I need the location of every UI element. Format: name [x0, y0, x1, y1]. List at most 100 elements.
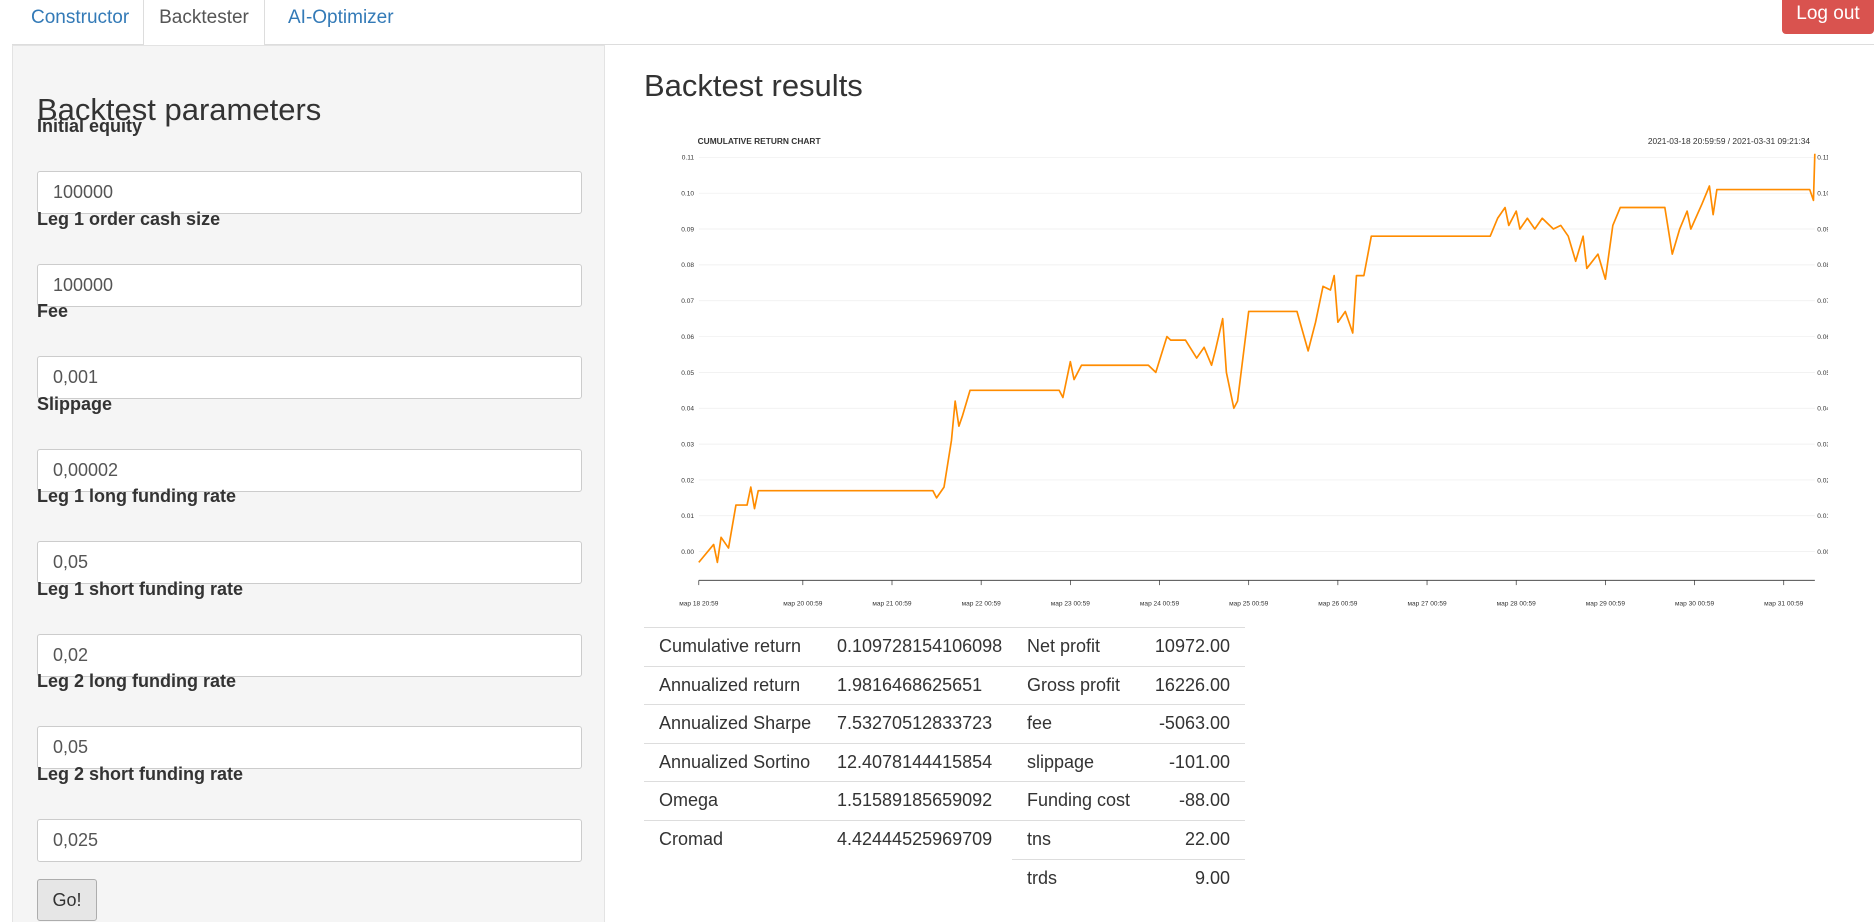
stat-value: 16226.00 [1154, 674, 1230, 695]
y-tick-label: 0.01 [681, 513, 694, 520]
y-tick-label-right: 0.08 [1817, 262, 1828, 269]
x-tick-label: мар 30 00:59 [1675, 600, 1715, 607]
stat-value: 9.00 [1194, 867, 1230, 888]
stat-value: -88.00 [1178, 790, 1230, 811]
stat-label: Cumulative return [659, 636, 802, 656]
x-tick-label: мар 21 00:59 [872, 600, 912, 607]
stat-label: Annualized return [659, 674, 801, 695]
y-tick-label: 0.03 [681, 441, 694, 448]
field-input[interactable]: 0,001 [37, 356, 582, 399]
field-input[interactable]: 0,025 [37, 818, 582, 862]
x-tick-label: мар 22 00:59 [962, 600, 1002, 607]
field-input[interactable]: 0,02 [37, 633, 582, 677]
y-tick-label: 0.05 [681, 370, 694, 377]
x-tick-label: мар 26 00:59 [1318, 600, 1358, 607]
stat-value: 22.00 [1184, 829, 1230, 849]
y-tick-label-right: 0.02 [1817, 477, 1828, 484]
stat-label: slippage [1027, 751, 1095, 772]
y-tick-label: 0.11 [682, 155, 695, 162]
stat-value: -5063.00 [1158, 713, 1230, 734]
y-tick-label-right: 0.04 [1817, 406, 1828, 413]
x-tick-label: мар 25 00:59 [1229, 600, 1269, 607]
x-tick-label: мар 27 00:59 [1407, 600, 1447, 607]
row-border [1012, 858, 1245, 860]
x-tick-label: мар 20 00:59 [783, 600, 823, 607]
row-border [644, 820, 1245, 821]
return-line [698, 153, 1816, 564]
stat-value: 7.53270512833723 [837, 713, 993, 734]
y-tick-label: 0.00 [681, 549, 694, 556]
y-tick-label-right: 0.03 [1817, 441, 1828, 448]
y-tick-label: 0.09 [681, 226, 694, 233]
row-border [644, 665, 1245, 667]
tab-border [12, 44, 1874, 45]
y-tick-label-right: 0.09 [1817, 226, 1828, 233]
go-button[interactable]: Go! [37, 879, 97, 921]
stat-label: fee [1027, 713, 1053, 734]
stat-value: 12.4078144415854 [837, 751, 993, 772]
x-tick-label: мар 31 00:59 [1764, 600, 1804, 607]
stat-value: 1.9816468625651 [837, 674, 983, 695]
stat-value: 0.109728154106098 [837, 636, 1003, 656]
tab[interactable]: Constructor [31, 7, 130, 28]
params-panel: Backtest parameters Go! Initial equity 10… [12, 45, 605, 922]
panel-title: Backtest parameters [37, 92, 322, 127]
stat-label: Gross profit [1027, 674, 1121, 695]
field-label: Leg 2 long funding rate [37, 671, 236, 691]
stat-label: Net profit [1027, 636, 1101, 656]
logout-button[interactable]: Log out [1782, 0, 1874, 34]
field-input[interactable]: 0,05 [37, 726, 582, 769]
stat-label: Funding cost [1027, 790, 1131, 811]
stat-label: trds [1027, 867, 1058, 888]
stat-label: Omega [659, 790, 719, 811]
y-tick-label-right: 0.00 [1817, 549, 1828, 556]
field-label: Leg 1 order cash size [37, 208, 221, 229]
row-border [644, 704, 1245, 706]
y-tick-label: 0.10 [681, 191, 694, 198]
x-tick-label: мар 29 00:59 [1586, 600, 1626, 607]
field-label: Leg 1 long funding rate [37, 486, 236, 506]
results-title: Backtest results [644, 68, 863, 103]
stat-label: Annualized Sortino [659, 751, 811, 772]
y-tick-label: 0.04 [681, 406, 694, 413]
stat-value: 10972.00 [1154, 636, 1230, 656]
field-input[interactable]: 0,00002 [37, 448, 582, 492]
y-tick-label-right: 0.10 [1817, 191, 1828, 198]
x-tick-label: мар 18 20:59 [679, 600, 719, 607]
chart-range: 2021-03-18 20:59:59 / 2021-03-31 09:21:3… [1648, 136, 1811, 146]
field-input[interactable]: 100000 [37, 171, 582, 214]
row-border [644, 627, 1245, 628]
field-input[interactable]: 100000 [37, 263, 582, 307]
x-tick-label: мар 23 00:59 [1051, 600, 1091, 607]
chart-title: CUMULATIVE RETURN CHART [698, 136, 822, 146]
y-tick-label: 0.06 [681, 334, 694, 341]
field-label: Slippage [37, 393, 113, 414]
stat-label: Cromad [659, 829, 724, 849]
y-tick-label: 0.07 [681, 298, 694, 305]
x-tick-label: мар 28 00:59 [1497, 600, 1537, 607]
stat-value: -101.00 [1168, 751, 1230, 772]
field-label: Initial equity [37, 116, 143, 136]
stat-value: 1.51589185659092 [837, 790, 993, 811]
field-label: Leg 1 short funding rate [37, 578, 244, 599]
stat-label: tns [1027, 829, 1052, 849]
field-label: Leg 2 short funding rate [37, 763, 244, 784]
row-border [644, 781, 1245, 783]
tab-active[interactable]: Backtester [143, 0, 265, 45]
row-border [644, 742, 1245, 744]
stat-value: 4.42444525969709 [837, 829, 993, 849]
y-tick-label-right: 0.05 [1817, 370, 1828, 377]
y-tick-label: 0.02 [681, 477, 694, 484]
chart: CUMULATIVE RETURN CHART 2021-03-18 20:59… [679, 136, 1828, 607]
y-tick-label-right: 0.11 [1817, 155, 1828, 162]
y-tick-label-right: 0.07 [1817, 298, 1828, 305]
y-tick-label: 0.08 [681, 262, 694, 269]
y-tick-label-right: 0.06 [1817, 334, 1828, 341]
tab[interactable]: AI-Optimizer [288, 7, 394, 28]
stat-label: Annualized Sharpe [659, 713, 812, 734]
x-tick-label: мар 24 00:59 [1140, 600, 1180, 607]
field-input[interactable]: 0,05 [37, 541, 582, 584]
y-tick-label-right: 0.01 [1817, 513, 1828, 520]
field-label: Fee [37, 301, 69, 321]
